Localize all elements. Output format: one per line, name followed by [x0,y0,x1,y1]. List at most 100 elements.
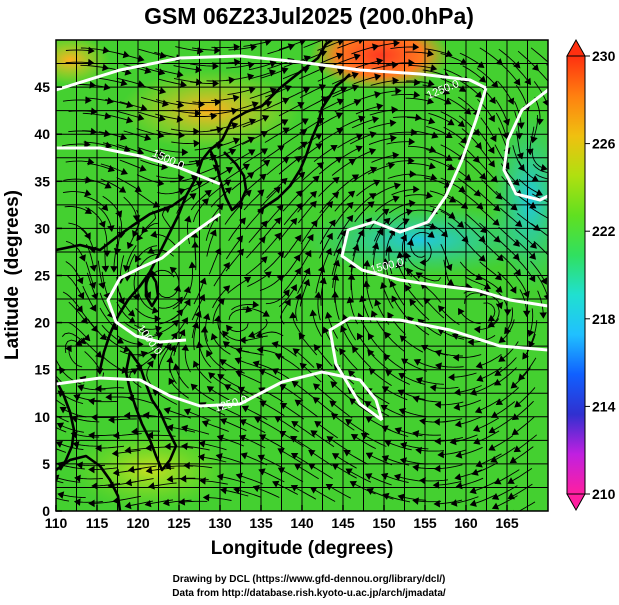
streamline-arrowhead [164,462,172,471]
streamline-arrowhead [335,247,343,255]
streamline-arrowhead [513,78,521,86]
streamline-arrowhead [428,162,436,170]
streamline-arrowhead [457,120,465,128]
streamline-arrowhead [514,268,522,276]
streamline-arrowhead [217,373,225,381]
streamline-arrowhead [291,421,299,428]
streamline-arrowhead [433,418,440,426]
streamline-arrowhead [495,398,504,405]
streamline-arrowhead [412,395,420,403]
streamline-arrowhead [370,310,378,318]
streamline-arrowhead [193,139,201,148]
streamline-arrowhead [196,47,204,55]
streamline [56,497,70,502]
streamline-arrowhead [251,101,259,109]
streamline-arrowhead [518,373,526,381]
y-axis-label: Latitude (degrees) [2,190,23,360]
streamline-arrowhead [220,486,227,495]
streamline-arrowhead [190,383,198,391]
streamline [535,67,548,82]
streamline-arrowhead [428,117,436,125]
streamline-arrowhead [212,62,219,70]
streamline-arrowhead [222,285,231,293]
streamline-arrowhead [527,329,535,337]
streamline-arrowhead [162,498,170,507]
streamline-arrowhead [549,217,555,222]
streamline-arrowhead [368,148,377,156]
streamline-arrowhead [274,353,283,361]
coastline-taiwan [144,270,160,308]
streamline-arrowhead [467,338,474,347]
streamline-arrowhead [374,73,382,81]
streamline-arrowhead [343,449,351,457]
streamline-arrowhead [149,353,158,361]
streamline [530,207,548,219]
streamline-arrowhead [132,293,140,301]
streamline-arrowhead [553,170,558,176]
streamline-arrowhead [412,430,420,438]
streamline-arrowhead [507,477,515,484]
streamline-arrowhead [240,452,248,460]
streamline-arrowhead [233,43,241,51]
streamline-arrowhead [309,309,317,317]
streamline-arrowhead [202,493,210,502]
streamline-arrowhead [477,61,485,69]
streamline-arrowhead [314,420,322,428]
x-tick-label: 150 [372,515,396,531]
streamline-arrowhead [236,235,244,243]
streamline-arrowhead [371,242,380,250]
streamline-arrowhead [472,424,481,432]
colorbar-tick-label: 214 [592,398,616,414]
streamline-arrowhead [125,116,134,124]
coastline-korea [208,149,248,212]
streamline-arrowhead [451,332,459,340]
colorbar-ticks: 230 226 222 218 214 210 [585,48,616,502]
streamline-arrowhead [273,186,281,194]
streamline-arrowhead [491,492,500,500]
streamline-arrowhead [88,465,95,474]
streamline-arrowhead [382,492,390,500]
streamline-arrowhead [476,374,484,382]
streamline-arrowhead [365,473,373,481]
streamline-arrowhead [357,332,364,341]
streamline-arrowhead [331,273,340,281]
streamline-arrowhead [487,146,495,154]
streamline-arrowhead [262,310,270,317]
streamline-arrowhead [243,276,252,284]
streamline-arrowhead [101,265,110,273]
streamline-arrowhead [171,319,179,327]
colorbar-tick-label: 230 [592,48,616,64]
streamline-arrowhead [124,501,132,510]
streamline-arrowhead [522,352,530,360]
cool-region-central [300,205,540,275]
streamline-arrowhead [430,173,438,181]
streamline-arrowhead [475,361,483,369]
streamline-arrowhead [107,164,115,173]
streamline-arrowhead [274,232,282,240]
streamline [303,40,324,48]
x-tick-label: 110 [45,515,68,531]
streamline-arrowhead [163,407,171,415]
streamline-arrowhead [180,80,187,89]
streamline-arrowhead [396,251,405,259]
streamline-arrowhead [206,386,215,393]
streamline-arrowhead [447,118,455,126]
streamline-arrowhead [299,40,307,46]
streamline-arrowhead [164,442,171,451]
streamline-arrowhead [513,445,522,453]
streamline-arrowhead [192,321,200,329]
streamline-arrowhead [474,91,483,99]
map-plot-area: 1500.0 1250.0 1500.0 1250.0 1000.0 [56,40,558,511]
streamline-arrowhead [427,230,435,238]
streamline-arrowhead [400,234,407,242]
streamline-arrowhead [202,313,211,321]
streamline-arrowhead [446,278,455,286]
streamline-arrowhead [491,80,499,88]
streamline-arrowhead [161,162,169,171]
streamline-arrowhead [168,377,176,386]
streamline-arrowhead [197,453,205,462]
streamline-arrowhead [434,401,442,409]
streamline-arrowhead [280,119,289,126]
streamline-arrowhead [398,372,406,380]
